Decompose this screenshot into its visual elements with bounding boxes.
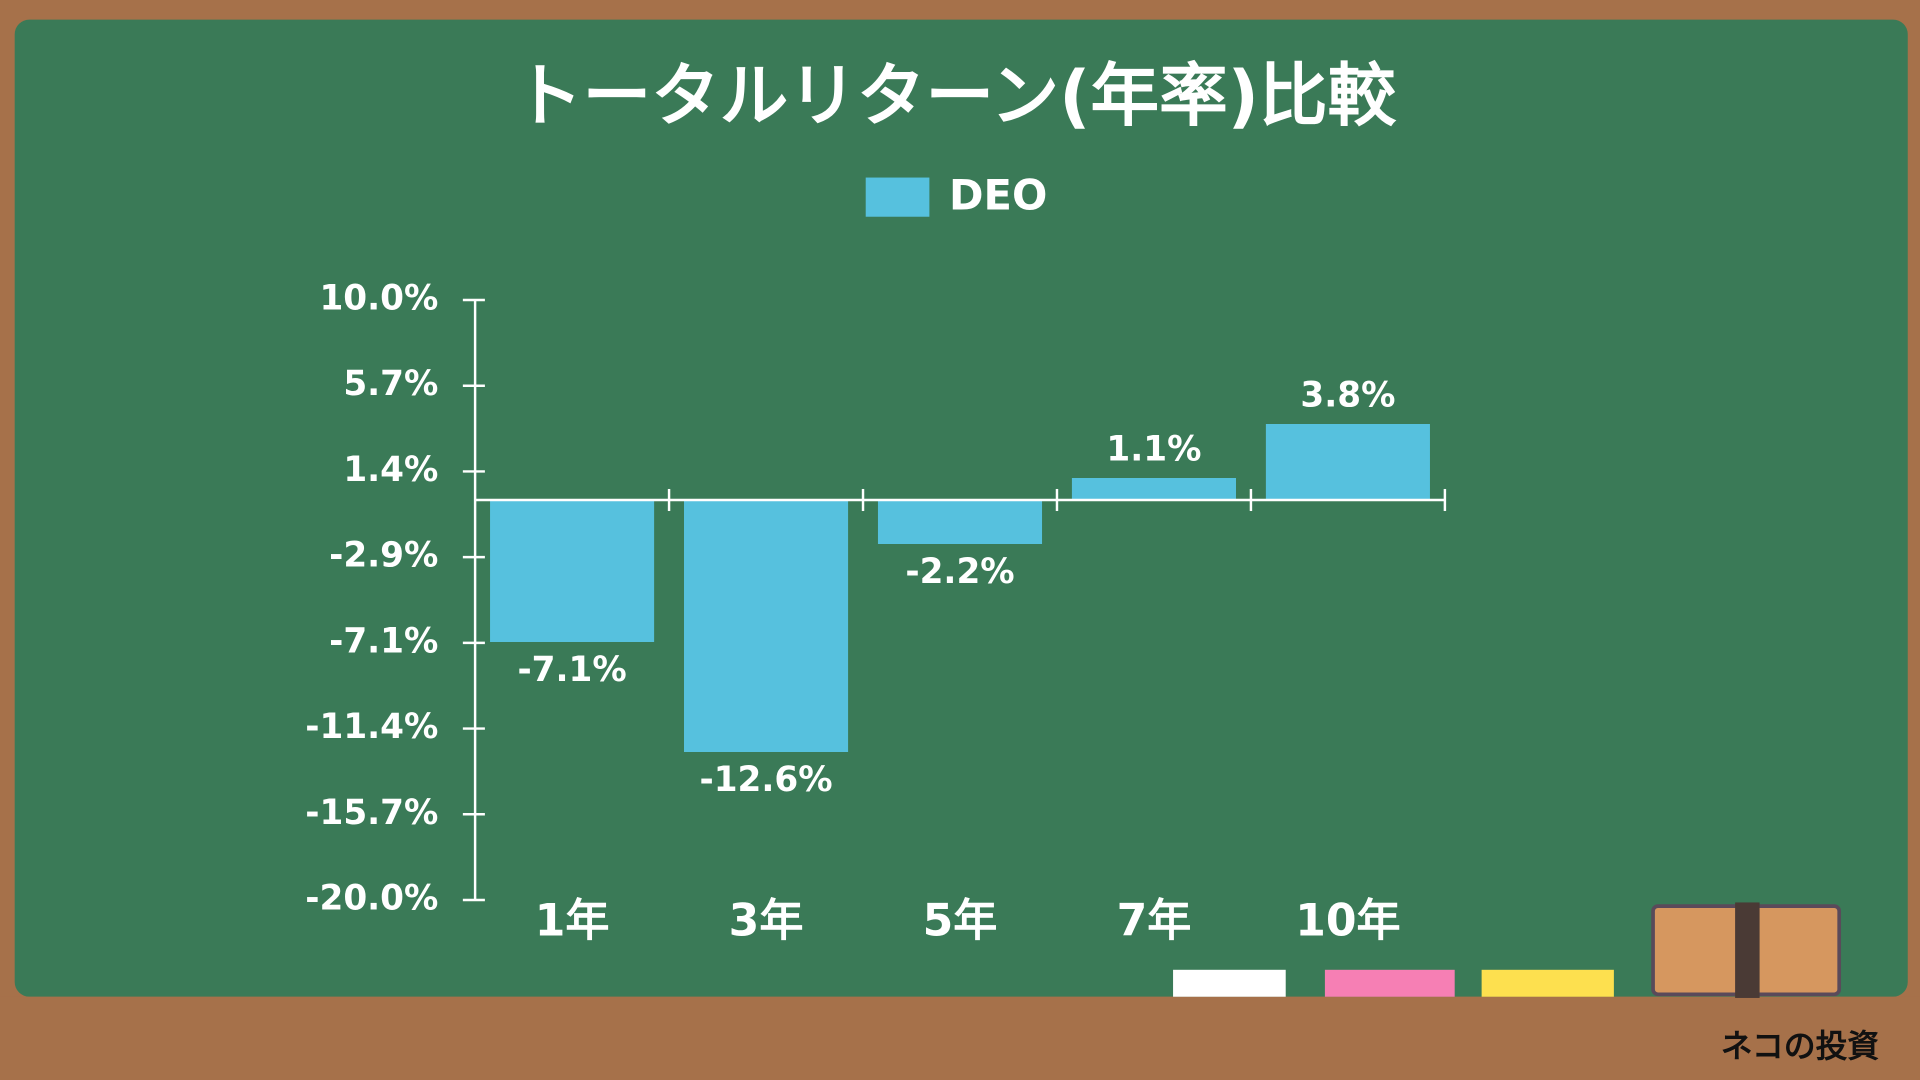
value-label: 3.8% [1300,376,1395,416]
chalk-white [1173,969,1286,997]
y-tick-label: 10.0% [319,279,438,319]
x-tick-label: 5年 [923,895,998,946]
x-tick-label: 10年 [1295,895,1400,946]
bar [1071,478,1236,500]
bar [877,500,1043,544]
y-tick-label: 1.4% [343,450,438,490]
chalk-yellow [1481,969,1614,997]
value-label: -7.1% [517,650,626,690]
y-tick-label: -7.1% [329,621,438,661]
eraser-band [1735,902,1760,998]
x-tick-label: 7年 [1117,895,1192,946]
legend-swatch [865,177,930,217]
x-tick-label: 3年 [729,895,804,946]
value-label: 1.1% [1106,430,1201,470]
y-tick-label: -20.0% [305,879,438,919]
value-label: -2.2% [905,552,1014,592]
source: ネコの投資 [1721,1027,1880,1065]
y-tick-label: 5.7% [343,364,438,404]
value-label: -12.6% [699,760,832,800]
chalk-pink [1324,969,1455,997]
y-tick-label: -11.4% [305,707,438,747]
chart-title: トータルリターン(年率)比較 [514,56,1396,136]
legend-label: DEO [949,170,1047,219]
bar [490,500,655,642]
ledge [0,996,1920,1080]
bar [1265,424,1430,500]
y-tick-label: -15.7% [305,793,438,833]
y-tick-label: -2.9% [329,536,438,576]
bar [684,500,849,753]
x-tick-label: 1年 [535,895,610,946]
